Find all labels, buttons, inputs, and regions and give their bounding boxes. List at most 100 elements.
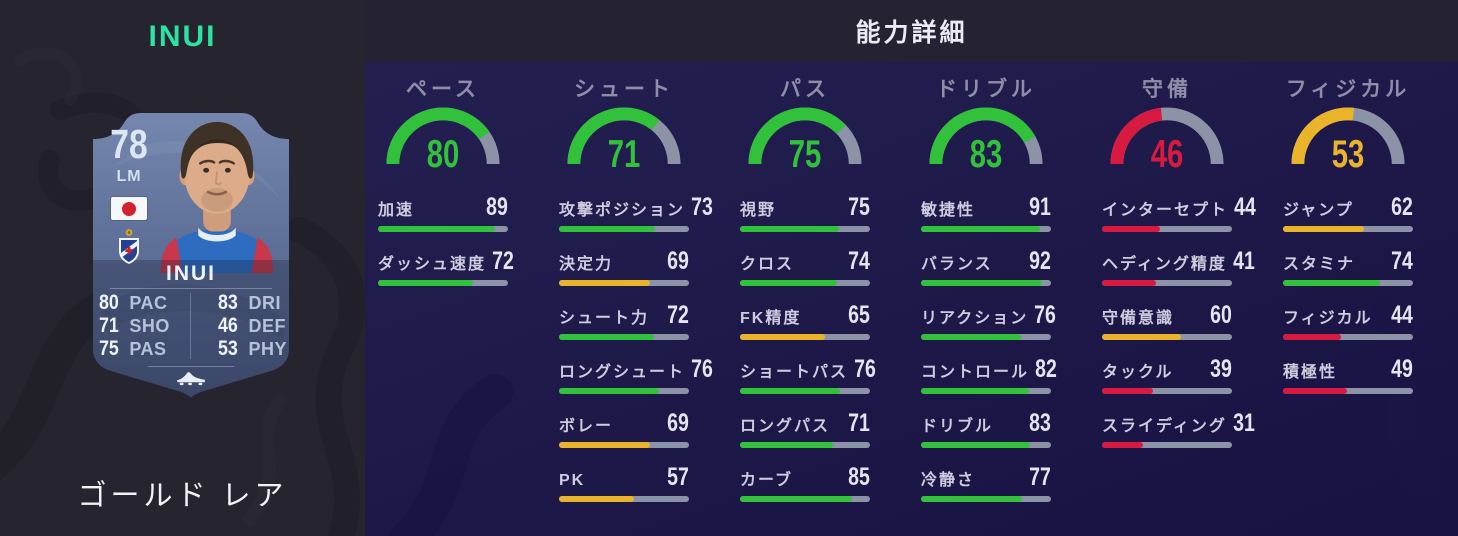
shooting-stat-list: 攻撃ポジション 73 決定力 69 シュート力 72 ロングシュート 76 ボレー 69 PK 57 bbox=[559, 195, 713, 502]
stat-bar bbox=[1102, 226, 1232, 232]
stat-label: 守備意識 bbox=[1102, 310, 1175, 327]
stat-value: 72 bbox=[667, 301, 689, 329]
stat-row: 攻撃ポジション 73 bbox=[559, 195, 713, 232]
stat-bar bbox=[559, 388, 689, 394]
stat-bar bbox=[921, 442, 1051, 448]
stat-label: 加速 bbox=[378, 202, 415, 219]
stat-bar-fill bbox=[740, 226, 839, 232]
stat-label: シュート力 bbox=[559, 310, 650, 327]
stat-bar bbox=[921, 226, 1051, 232]
stat-bar-fill bbox=[1102, 280, 1156, 286]
stat-value: 74 bbox=[848, 247, 870, 275]
detail-title: 能力詳細 bbox=[855, 19, 968, 47]
stat-value: 91 bbox=[1029, 193, 1051, 221]
stat-bar-fill bbox=[1283, 334, 1341, 340]
stat-value: 71 bbox=[848, 409, 870, 437]
stat-label: 積極性 bbox=[1283, 364, 1338, 381]
stat-bar bbox=[1283, 280, 1413, 286]
physical-gauge: 53 bbox=[1283, 107, 1413, 174]
stat-value: 74 bbox=[1391, 247, 1413, 275]
stat-label: SHO bbox=[129, 316, 170, 336]
stat-label: ロングシュート bbox=[559, 364, 686, 381]
stat-row: シュート力 72 bbox=[559, 303, 689, 340]
stat-bar bbox=[378, 280, 508, 286]
stat-bar-fill bbox=[1283, 226, 1365, 232]
stat-label: コントロール bbox=[921, 364, 1030, 381]
stat-row: ダッシュ速度 72 bbox=[378, 249, 514, 286]
attr-group-title: パス bbox=[780, 78, 830, 101]
stat-bar bbox=[559, 226, 689, 232]
stat-bar bbox=[559, 280, 689, 286]
attribute-detail-panel: 能力詳細 ペース 80 加速 89 ダッシュ速度 72 シュート 71 攻撃ポジション 73 決定力… bbox=[365, 0, 1458, 536]
physical-stat-list: ジャンプ 62 スタミナ 74 フィジカル 44 積極性 49 bbox=[1283, 195, 1413, 394]
stat-bar bbox=[1283, 334, 1413, 340]
detail-body: ペース 80 加速 89 ダッシュ速度 72 シュート 71 攻撃ポジション 73 決定力 69 シュー… bbox=[365, 62, 1458, 536]
pace-gauge-value: 80 bbox=[426, 133, 460, 176]
stat-bar-fill bbox=[740, 442, 834, 448]
stat-bar-fill bbox=[378, 226, 495, 232]
stat-label: クロス bbox=[740, 256, 795, 273]
stat-bar-fill bbox=[378, 280, 473, 286]
attr-group-title: ドリブル bbox=[936, 78, 1036, 101]
stat-row: 敏捷性 91 bbox=[921, 195, 1051, 232]
stat-bar bbox=[1102, 280, 1232, 286]
stat-bar-fill bbox=[1283, 388, 1348, 394]
stat-bar-fill bbox=[740, 334, 826, 340]
stat-row: 積極性 49 bbox=[1283, 357, 1413, 394]
attr-column-pace: ペース 80 加速 89 ダッシュ速度 72 bbox=[378, 62, 514, 502]
stat-label: スライディング bbox=[1102, 418, 1227, 435]
attr-column-shooting: シュート 71 攻撃ポジション 73 決定力 69 シュート力 72 ロングシュート 76 ボレー 6… bbox=[559, 62, 713, 502]
stat-row: フィジカル 44 bbox=[1283, 303, 1413, 340]
stat-bar-fill bbox=[1283, 280, 1381, 286]
stat-label: 敏捷性 bbox=[921, 202, 976, 219]
stat-bar bbox=[740, 442, 870, 448]
stat-value: 31 bbox=[1233, 409, 1255, 437]
stat-label: ヘディング精度 bbox=[1102, 256, 1227, 273]
card-stats: 80 PAC 83 DRI 71 SHO 46 DEF 75 PAS 53 PHY bbox=[99, 291, 287, 360]
stat-row: 守備意識 60 bbox=[1102, 303, 1232, 340]
attr-group-title: ペース bbox=[406, 78, 480, 101]
stat-value: 72 bbox=[492, 247, 514, 275]
stat-label: FK精度 bbox=[740, 310, 802, 327]
stat-value: 76 bbox=[691, 355, 713, 383]
passing-gauge-value: 75 bbox=[788, 133, 822, 176]
stat-bar-fill bbox=[1102, 334, 1181, 340]
stat-value: 82 bbox=[1035, 355, 1057, 383]
rarity-label: ゴールド レア bbox=[77, 480, 288, 512]
dribbling-gauge-value: 83 bbox=[969, 133, 1003, 176]
detail-header: 能力詳細 bbox=[365, 0, 1458, 62]
stat-bar bbox=[921, 496, 1051, 502]
stat-row: PK 57 bbox=[559, 465, 689, 502]
attr-column-defending: 守備 46 インターセプト 44 ヘディング精度 41 守備意識 60 タックル 39 スライディン… bbox=[1102, 62, 1256, 502]
stat-bar bbox=[1102, 334, 1232, 340]
stat-label: PAC bbox=[129, 293, 168, 313]
attribute-columns: ペース 80 加速 89 ダッシュ速度 72 シュート 71 攻撃ポジション 73 決定力 69 シュー… bbox=[378, 62, 1418, 502]
dribbling-stat-list: 敏捷性 91 バランス 92 リアクション 76 コントロール 82 ドリブル 83 冷静さ 77 bbox=[921, 195, 1057, 502]
stat-bar bbox=[740, 496, 870, 502]
stat-bar bbox=[1102, 388, 1232, 394]
stat-bar-fill bbox=[1102, 442, 1143, 448]
stat-label: DRI bbox=[248, 293, 281, 313]
flag-sun-disc bbox=[122, 201, 136, 216]
card-stat-def: 46 DEF bbox=[191, 314, 287, 337]
stat-label: ダッシュ速度 bbox=[378, 256, 487, 273]
attr-group-title: 守備 bbox=[1142, 78, 1192, 101]
stat-bar-fill bbox=[921, 334, 1021, 340]
stat-label: PK bbox=[559, 472, 586, 489]
stat-value: 76 bbox=[854, 355, 876, 383]
japan-flag-icon bbox=[111, 197, 147, 220]
stat-bar bbox=[740, 280, 870, 286]
stat-bar bbox=[559, 496, 689, 502]
stat-value: 71 bbox=[99, 314, 119, 337]
stat-row: バランス 92 bbox=[921, 249, 1051, 286]
card-stat-pas: 75 PAS bbox=[99, 337, 191, 360]
stat-bar bbox=[921, 280, 1051, 286]
stat-row: 加速 89 bbox=[378, 195, 508, 232]
stat-bar-fill bbox=[559, 388, 659, 394]
shooting-gauge: 71 bbox=[559, 107, 689, 174]
passing-gauge: 75 bbox=[740, 107, 870, 176]
card-position: LM bbox=[116, 168, 142, 185]
stat-bar bbox=[559, 442, 689, 448]
stat-row: スライディング 31 bbox=[1102, 411, 1255, 448]
